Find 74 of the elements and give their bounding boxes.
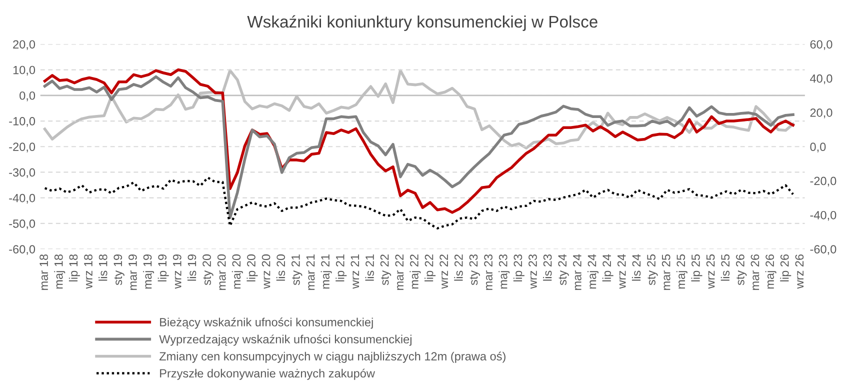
x-tick-label: wrz 22 — [440, 254, 448, 289]
y2-tick-label: 40,0 — [810, 74, 832, 84]
x-tick-label: lip 24 — [602, 254, 614, 282]
x-tick-label: sty 23 — [469, 254, 480, 286]
x-tick-label: mar 22 — [395, 254, 404, 290]
x-tick-label: lis 25 — [720, 254, 730, 281]
x-tick-label: lis 21 — [365, 254, 374, 281]
legend-label: Przyszłe dokonywanie ważnych zakupów — [160, 368, 376, 380]
x-tick-label: wrz 20 — [262, 254, 270, 289]
x-tick-label: sty 19 — [114, 254, 124, 286]
x-tick-label: sty 20 — [202, 254, 214, 286]
x-tick-label: lip 26 — [780, 254, 792, 282]
legend-label: Wyprzedzający wskaźnik ufności konsumenckiej — [159, 334, 412, 346]
y-tick-label: -60,0 — [9, 245, 36, 255]
y-tick-label: -20,0 — [9, 142, 36, 152]
x-tick-label: sty 22 — [380, 254, 392, 286]
y-tick-label: -30,0 — [9, 168, 36, 178]
y-tick-label: -50,0 — [9, 219, 36, 230]
y-tick-label: 20,0 — [13, 40, 36, 50]
x-tick-label: lis 19 — [187, 254, 196, 281]
line-series — [44, 176, 794, 230]
x-tick-label: lip 19 — [158, 254, 169, 282]
x-tick-label: maj 22 — [410, 254, 421, 289]
x-tick-label: mar 18 — [40, 254, 48, 290]
x-tick-label: lip 20 — [246, 254, 258, 282]
x-tick-label: maj 23 — [498, 254, 510, 289]
x-tick-label: maj 25 — [676, 254, 688, 289]
x-tick-label: sty 24 — [558, 254, 569, 286]
chart-title: Wskaźniki koniunktury konsumenckiej w Polsce — [247, 15, 598, 31]
x-tick-label: maj 20 — [232, 254, 243, 289]
y-tick-label: -10,0 — [9, 117, 36, 127]
x-tick-label: wrz 18 — [84, 254, 92, 289]
x-tick-label: lis 20 — [276, 254, 286, 281]
x-tick-label: mar 20 — [217, 254, 226, 290]
x-tick-label: maj 24 — [588, 254, 599, 289]
y2-tick-label: 20,0 — [810, 108, 832, 118]
x-tick-label: lip 23 — [513, 254, 524, 282]
legend-label: Zmiany cen konsumpcyjnych w ciągu najbliższych 12m (prawa oś) — [159, 352, 506, 363]
y-tick-label: -40,0 — [9, 194, 36, 204]
x-tick-label: lip 21 — [336, 254, 347, 282]
x-tick-label: mar 26 — [750, 254, 760, 290]
x-tick-label: lis 24 — [632, 254, 641, 281]
x-tick-label: mar 19 — [128, 254, 137, 290]
x-tick-label: lip 18 — [68, 254, 80, 282]
y2-tick-label: -40,0 — [810, 210, 836, 221]
x-tick-label: maj 26 — [765, 254, 776, 289]
x-tick-label: maj 19 — [143, 254, 154, 289]
x-tick-label: mar 24 — [573, 254, 582, 290]
y-tick-label: 10,0 — [13, 66, 36, 76]
x-tick-label: lis 18 — [98, 254, 108, 281]
x-tick-label: maj 21 — [320, 254, 332, 289]
x-tick-label: lip 22 — [424, 254, 436, 282]
x-tick-label: sty 21 — [292, 254, 302, 286]
x-tick-label: mar 23 — [484, 254, 492, 290]
x-tick-label: lis 22 — [454, 254, 463, 281]
x-tick-label: sty 25 — [647, 254, 658, 286]
x-tick-label: wrz 24 — [617, 254, 626, 289]
legend-label: Bieżący wskaźnik ufności konsumenckiej — [160, 318, 373, 329]
x-tick-label: lip 25 — [691, 254, 702, 282]
y2-tick-label: 60,0 — [810, 40, 832, 50]
x-tick-label: wrz 25 — [706, 254, 715, 289]
x-tick-label: lis 23 — [543, 254, 552, 281]
y2-tick-label: -60,0 — [810, 245, 836, 255]
x-tick-label: wrz 26 — [795, 254, 804, 289]
x-tick-label: mar 21 — [306, 254, 315, 290]
x-tick-label: wrz 23 — [528, 254, 537, 289]
x-tick-label: wrz 21 — [350, 254, 360, 289]
y2-tick-label: -20,0 — [810, 176, 836, 187]
x-tick-label: wrz 19 — [172, 254, 182, 289]
x-tick-label: maj 18 — [54, 254, 66, 289]
y2-tick-label: 0,0 — [810, 142, 826, 152]
y-tick-label: 0,0 — [20, 91, 36, 102]
x-tick-label: sty 26 — [736, 254, 747, 286]
x-tick-label: mar 25 — [662, 254, 670, 290]
